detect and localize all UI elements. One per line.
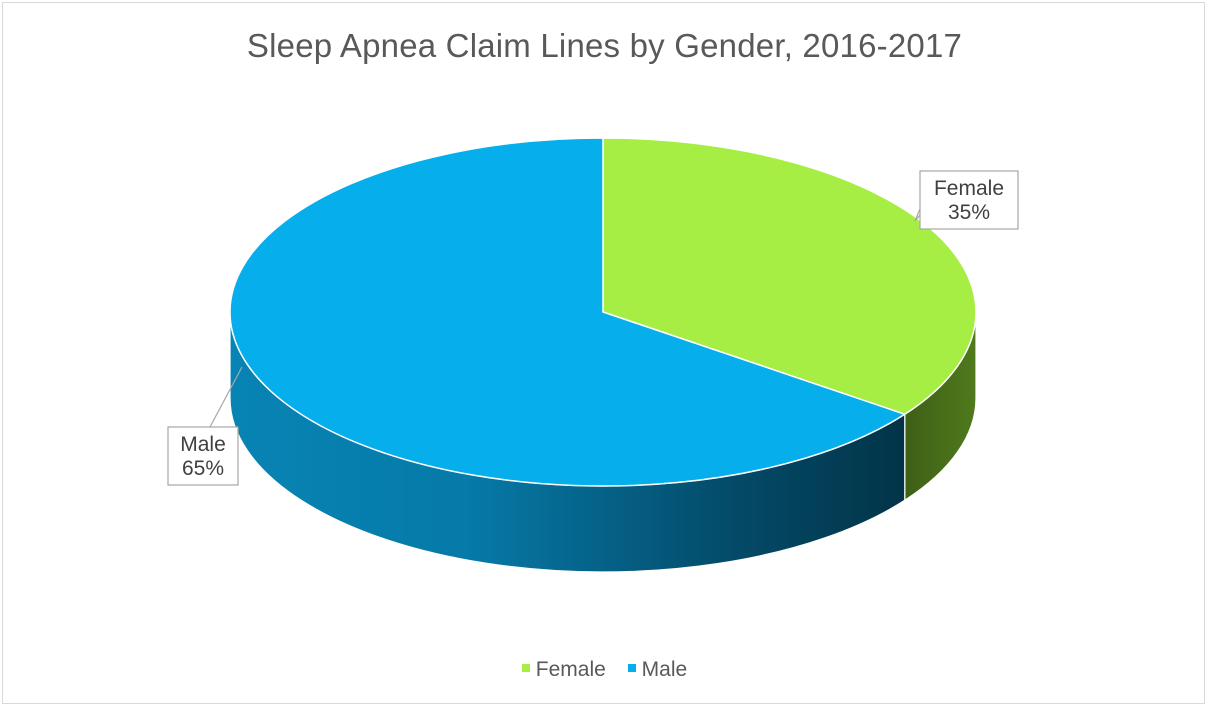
pie-slice-male (229, 137, 906, 487)
data-label-value-female: 35% (948, 201, 990, 224)
pie-top-layer (229, 137, 977, 487)
data-label-name-male: Male (180, 433, 226, 456)
legend-swatch-female (521, 664, 530, 673)
legend: Female Male (3, 658, 1206, 682)
legend-swatch-male (627, 664, 636, 673)
legend-label-female: Female (535, 658, 606, 681)
legend-label-male: Male (641, 658, 688, 681)
legend-item-female: Female (521, 658, 606, 682)
leader-line-male (209, 366, 243, 428)
data-label-name-female: Female (934, 177, 1004, 200)
legend-item-male: Male (627, 658, 688, 682)
data-label-box-female (919, 170, 1019, 230)
data-label-value-male: 65% (182, 457, 224, 480)
chart-title: Sleep Apnea Claim Lines by Gender, 2016-… (246, 27, 963, 64)
data-label-box-male (167, 426, 239, 486)
leader-line-female (914, 208, 921, 222)
pie-slice-female (602, 137, 977, 416)
